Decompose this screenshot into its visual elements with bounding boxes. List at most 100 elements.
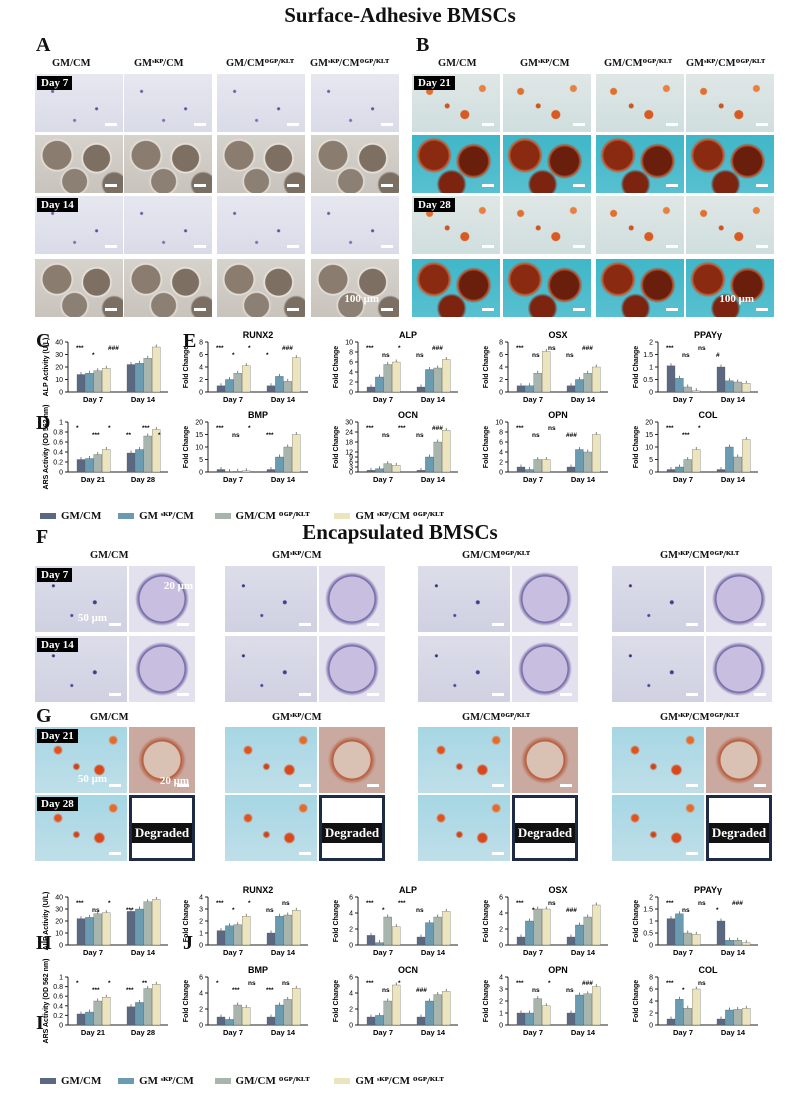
bar (692, 449, 701, 473)
significance-marker: ns (532, 352, 540, 359)
significance-marker: ### (582, 980, 593, 987)
significance-marker: * (532, 907, 535, 914)
y-tick-label: 30 (345, 420, 353, 427)
chart-title: ALP (399, 885, 417, 895)
bar (516, 466, 526, 473)
bar (102, 449, 111, 473)
bar (433, 367, 442, 393)
y-tick-label: 4 (499, 911, 503, 918)
bar (433, 916, 442, 946)
alp-micrograph (35, 135, 123, 193)
encapsulated-alp-micrograph (225, 566, 317, 632)
chart-title: OCN (398, 410, 418, 420)
bar (575, 924, 584, 946)
scale-bar (756, 245, 768, 248)
significance-marker: *** (666, 900, 674, 907)
header-gm-cmogp-g: GM/CMᴼᴳᴾ/ᴷᴸᵀ (462, 712, 531, 723)
significance-marker: * (698, 425, 701, 432)
y-tick-label: 8 (649, 975, 653, 982)
x-tick-label: Day 14 (721, 1028, 746, 1037)
bar (242, 1007, 251, 1026)
x-tick-label: Day 21 (81, 1028, 105, 1037)
scale-bar (573, 245, 585, 248)
bar (76, 459, 86, 473)
bar (126, 364, 136, 393)
bar (716, 920, 726, 946)
ars-micrograph (503, 74, 591, 132)
significance-marker: * (92, 352, 95, 359)
scale-bar (381, 184, 393, 187)
bar (525, 1012, 534, 1026)
legend-bottom: GM/CM GM ˢᴷᴾ/CM GM/CM ᴼᴳᴾ/ᴷᴸᵀ GM ˢᴷᴾ/CM … (40, 1075, 444, 1087)
x-tick-label: Day 7 (673, 395, 693, 404)
x-tick-label: Day 28 (131, 1028, 155, 1037)
bar (135, 908, 144, 946)
significance-marker: * (76, 425, 79, 432)
y-tick-label: 4 (349, 991, 353, 998)
y-tick-label: 4 (199, 365, 203, 372)
scale-bar (381, 123, 393, 126)
header-gmskp-cm-b: GMˢᴷᴾ/CM (520, 58, 570, 69)
x-tick-label: Day 7 (83, 948, 103, 957)
significance-marker: ### (432, 425, 443, 432)
scale-bar (482, 308, 494, 311)
y-axis-label: Fold Change (333, 980, 340, 1022)
y-tick-label: 2 (499, 460, 503, 467)
bar (85, 1011, 94, 1026)
figure-title-surface: Surface-Adhesive BMSCs (284, 3, 516, 27)
bar (392, 361, 401, 393)
chart-title: BMP (248, 965, 268, 975)
encapsulated-ars-micrograph (418, 795, 510, 861)
scale-bar-label: 50 μm (77, 773, 107, 785)
panel-label-d: D (36, 412, 51, 434)
y-tick-label: 9 (349, 455, 353, 462)
y-axis-label: ARS Activity (OD 562 nm) (43, 405, 50, 490)
significance-marker: ns (548, 900, 556, 907)
y-tick-label: 1.5 (643, 907, 653, 914)
y-axis-label: Fold Change (333, 346, 340, 388)
x-tick-label: Day 7 (373, 395, 393, 404)
header-gmskp-cm-a: GMˢᴷᴾ/CM (134, 58, 184, 69)
y-tick-label: 2 (649, 895, 653, 902)
bar (542, 908, 551, 946)
y-axis-label: Fold Change (633, 980, 640, 1022)
y-tick-label: 6 (499, 440, 503, 447)
scale-bar (299, 784, 311, 787)
significance-marker: ### (566, 907, 577, 914)
encapsulated-alp-sphere (319, 636, 385, 702)
x-tick-label: Day 21 (81, 475, 105, 484)
bar (283, 999, 292, 1026)
x-tick-label: Day 7 (223, 1028, 243, 1037)
bar (152, 899, 161, 946)
header-gm-cmogp-b: GM/CMᴼᴳᴾ/ᴷᴸᵀ (604, 58, 673, 69)
y-tick-label: 20 (645, 420, 653, 427)
x-tick-label: Day 14 (271, 475, 296, 484)
alp-micrograph (35, 259, 123, 317)
x-tick-label: Day 7 (523, 475, 543, 484)
legend-item-2b: GM/CM ᴼᴳᴾ/ᴷᴸᵀ (214, 1075, 310, 1087)
y-tick-label: 1 (59, 420, 63, 427)
bar (93, 370, 102, 393)
y-tick-label: 0.2 (53, 1013, 63, 1020)
y-axis-label: Fold Change (333, 900, 340, 942)
x-tick-label: Day 14 (131, 948, 156, 957)
y-tick-label: 30 (55, 907, 63, 914)
bar (442, 359, 451, 393)
y-tick-label: 6 (349, 460, 353, 467)
alp-micrograph (124, 196, 212, 254)
significance-marker: *** (216, 345, 224, 352)
scale-bar (367, 693, 379, 696)
scale-bar (177, 623, 189, 626)
alp-micrograph (311, 135, 399, 193)
significance-marker: ns (282, 980, 290, 987)
bar (442, 991, 451, 1026)
encapsulated-alp-sphere (319, 566, 385, 632)
bar (416, 470, 426, 473)
ars-micrograph (596, 74, 684, 132)
alp-micrograph (217, 259, 305, 317)
bar (425, 922, 434, 946)
panel-label-f: F (36, 526, 49, 548)
bar (675, 999, 684, 1026)
y-tick-label: 0 (59, 1023, 63, 1030)
